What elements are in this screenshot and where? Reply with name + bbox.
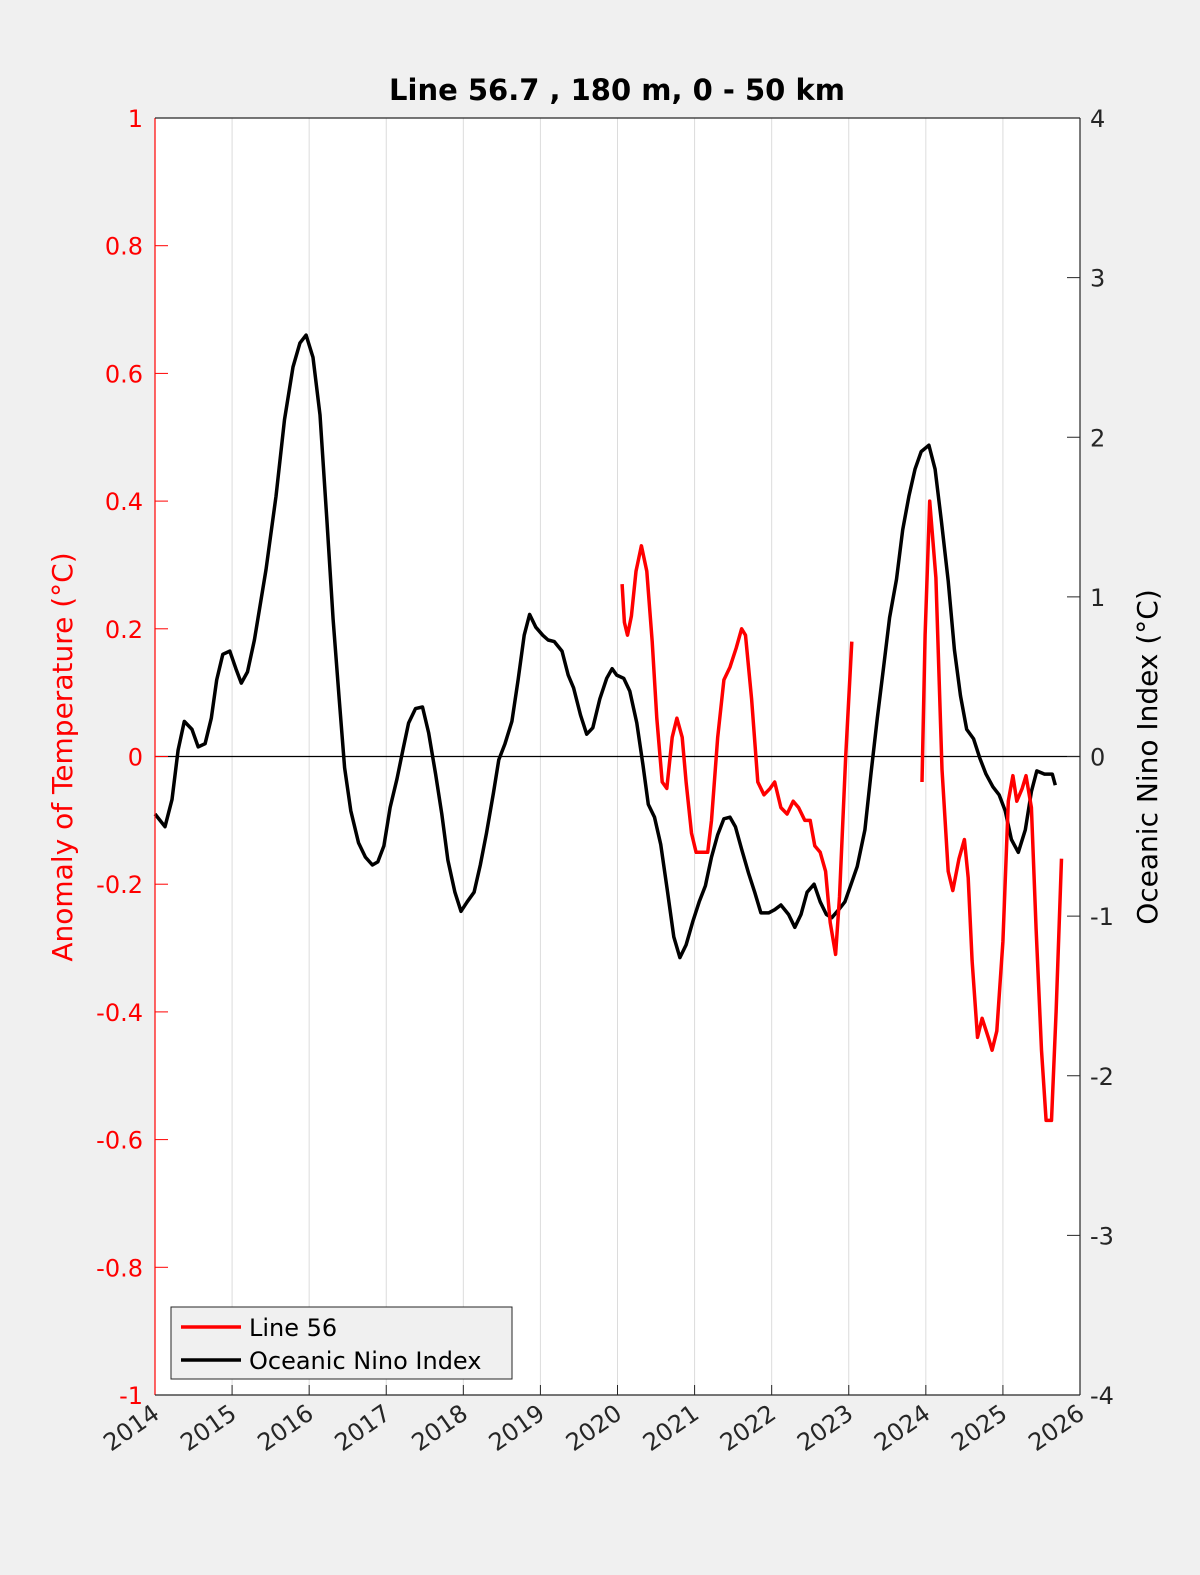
y-left-tick-label: -0.8 <box>96 1254 143 1282</box>
y-left-tick-label: 0.4 <box>105 488 143 516</box>
y-right-tick-label: 3 <box>1090 265 1105 293</box>
y-right-tick-label: 0 <box>1090 744 1105 772</box>
y-left-tick-label: 1 <box>128 105 143 133</box>
y-left-tick-label: 0 <box>128 744 143 772</box>
series-line56-line-segment-0 <box>620 544 854 957</box>
y-axis-left-label: Anomaly of Temperature (°C) <box>46 552 79 961</box>
x-tick-label: 2015 <box>175 1399 241 1457</box>
legend-label-line56: Line 56 <box>249 1314 337 1342</box>
x-tick-label: 2018 <box>407 1399 473 1457</box>
x-tick-label: 2021 <box>638 1399 704 1457</box>
legend-box <box>170 1306 513 1380</box>
x-tick-label: 2017 <box>330 1399 396 1457</box>
y-right-tick-label: -1 <box>1090 903 1114 931</box>
legend-label-oni: Oceanic Nino Index <box>249 1347 481 1375</box>
x-tick-label: 2019 <box>484 1399 550 1457</box>
y-right-tick-label: -3 <box>1090 1222 1114 1250</box>
chart-title: Line 56.7 , 180 m, 0 - 50 km <box>389 73 845 107</box>
x-tick-label: 2023 <box>792 1399 858 1457</box>
y-left-tick-label: -0.2 <box>96 871 143 899</box>
y-right-tick-label: -2 <box>1090 1063 1114 1091</box>
y-left-tick-label: -0.4 <box>96 999 143 1027</box>
y-left-tick-label: 0.2 <box>105 616 143 644</box>
series-oni-line-segment-0 <box>153 333 1057 960</box>
x-tick-label: 2016 <box>253 1399 319 1457</box>
y-right-tick-label: 4 <box>1090 105 1105 133</box>
x-tick-label: 2022 <box>715 1399 781 1457</box>
x-tick-label: 2025 <box>946 1399 1012 1457</box>
series-line56-line-segment-1 <box>920 499 1064 1123</box>
series-layer <box>153 333 1064 1123</box>
x-tick-label: 2024 <box>869 1399 935 1457</box>
legend: Line 56 Oceanic Nino Index <box>170 1306 513 1380</box>
y-axis-right-label: Oceanic Nino Index (°C) <box>1131 589 1164 925</box>
y-left-tick-label: 0.6 <box>105 360 143 388</box>
y-right-tick-label: 1 <box>1090 584 1105 612</box>
y-right-tick-label: -4 <box>1090 1382 1114 1410</box>
x-tick-label: 2020 <box>561 1399 627 1457</box>
y-right-tick-label: 2 <box>1090 424 1105 452</box>
x-tick-label: 2026 <box>1023 1399 1089 1457</box>
y-left-tick-label: 0.8 <box>105 233 143 261</box>
y-left-tick-label: -0.6 <box>96 1127 143 1155</box>
y-left-tick-label: -1 <box>119 1382 143 1410</box>
